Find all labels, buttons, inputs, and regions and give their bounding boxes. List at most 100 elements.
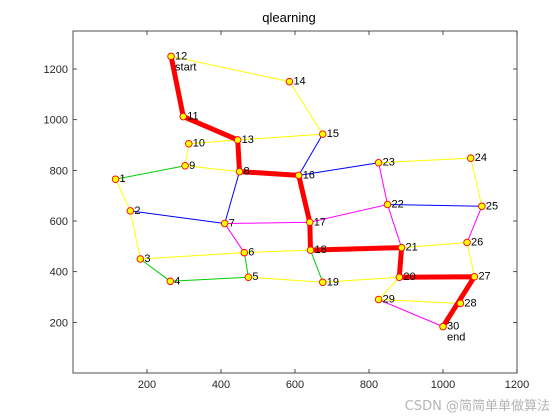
node-28: [456, 299, 465, 308]
node-label-24: 24: [475, 152, 487, 164]
edge-10-13: [188, 139, 238, 145]
edge-6-18: [244, 249, 311, 254]
edge-13-15: [237, 133, 323, 141]
node-label-14: 14: [293, 76, 305, 88]
edge-24-25: [470, 158, 483, 207]
edge-5-6: [243, 252, 249, 278]
y-tick-label: 600: [50, 216, 68, 228]
edge-3-4: [140, 258, 171, 282]
node-label-29: 29: [383, 294, 395, 306]
edge-18-19: [310, 249, 324, 283]
edge-7-17: [224, 221, 310, 225]
node-label-7: 7: [229, 218, 235, 230]
node-12: [167, 52, 175, 61]
node-14: [285, 77, 294, 86]
x-axis-ticks: 200 400 600 800 1000 1200: [138, 31, 529, 391]
y-tick-label: 200: [50, 317, 68, 329]
edge-1-2: [115, 178, 131, 212]
annotation-end: end: [447, 332, 465, 344]
plot-area: [73, 31, 517, 373]
node-label-25: 25: [486, 200, 498, 212]
node-label-23: 23: [383, 157, 395, 169]
node-30: [439, 322, 447, 331]
edge-23-22: [378, 162, 388, 205]
edge-9-8: [185, 165, 240, 173]
x-tick-label: 1000: [431, 379, 455, 391]
edge-29-30: [378, 299, 444, 328]
x-tick-label: 400: [212, 379, 230, 391]
edge-7-8: [224, 171, 240, 224]
y-tick-label: 800: [50, 165, 68, 177]
node-11: [179, 112, 188, 121]
edge-20-29: [378, 276, 400, 300]
node-20: [395, 273, 404, 281]
edge-15-16: [298, 133, 324, 176]
node-4: [166, 277, 175, 286]
node-5: [244, 273, 253, 281]
edge-29-28: [378, 299, 461, 304]
edge-26-21: [401, 242, 468, 249]
node-label-22: 22: [392, 199, 404, 211]
node-label-11: 11: [187, 111, 198, 123]
annotation-layer: start end: [175, 61, 465, 343]
edge-23-24: [378, 157, 471, 164]
node-6: [240, 248, 249, 257]
y-tick-label: 1200: [44, 64, 68, 76]
edge-14-15: [289, 81, 324, 135]
node-label-19: 19: [327, 276, 339, 288]
node-24: [467, 154, 475, 162]
node-21: [397, 243, 406, 252]
edge-1-9: [115, 165, 186, 180]
edge-2-7: [130, 210, 225, 225]
watermark: CSDN @简简单单做算法: [404, 399, 550, 414]
node-10: [185, 139, 193, 148]
edge-22-21: [387, 204, 403, 248]
node-label-26: 26: [471, 237, 483, 249]
x-tick-label: 1200: [505, 379, 529, 391]
node-label-18: 18: [315, 244, 327, 256]
edge-4-5: [170, 276, 249, 282]
node-label-15: 15: [327, 128, 339, 140]
node-26: [463, 238, 471, 247]
node-7: [220, 219, 229, 228]
node-label-8: 8: [244, 166, 250, 178]
edge-16-23: [298, 162, 379, 176]
node-15: [319, 130, 327, 138]
node-label-4: 4: [174, 275, 180, 287]
node-label-17: 17: [314, 216, 326, 228]
node-13: [233, 136, 242, 144]
y-tick-label: 1000: [44, 115, 68, 127]
edge-3-6: [140, 252, 245, 260]
x-tick-label: 600: [286, 379, 304, 391]
node-label-2: 2: [134, 205, 140, 217]
node-label-21: 21: [406, 242, 418, 254]
node-1: [111, 175, 120, 183]
edge-26-27: [466, 242, 475, 277]
chart-title: qlearning: [262, 10, 316, 25]
edge-19-20: [322, 276, 400, 283]
edge-5-19: [248, 276, 323, 283]
node-22: [383, 200, 392, 209]
node-label-30: 30: [447, 321, 459, 333]
node-9: [181, 162, 189, 170]
node-label-3: 3: [144, 253, 150, 265]
edge-6-7: [224, 223, 245, 253]
node-label-5: 5: [252, 271, 258, 283]
node-label-12: 12: [175, 50, 187, 62]
node-label-20: 20: [403, 271, 415, 283]
node-27: [470, 272, 479, 281]
node-16: [294, 171, 303, 180]
edge-22-25: [387, 204, 482, 207]
node-label-13: 13: [242, 134, 254, 146]
node-29: [374, 295, 383, 304]
edge-25-26: [466, 206, 483, 243]
node-17: [306, 218, 314, 227]
x-tick-label: 200: [138, 379, 156, 391]
node-18: [306, 246, 315, 254]
y-tick-label: 400: [50, 267, 68, 279]
node-25: [478, 202, 486, 211]
node-label-1: 1: [120, 173, 126, 185]
node-8: [235, 167, 244, 176]
